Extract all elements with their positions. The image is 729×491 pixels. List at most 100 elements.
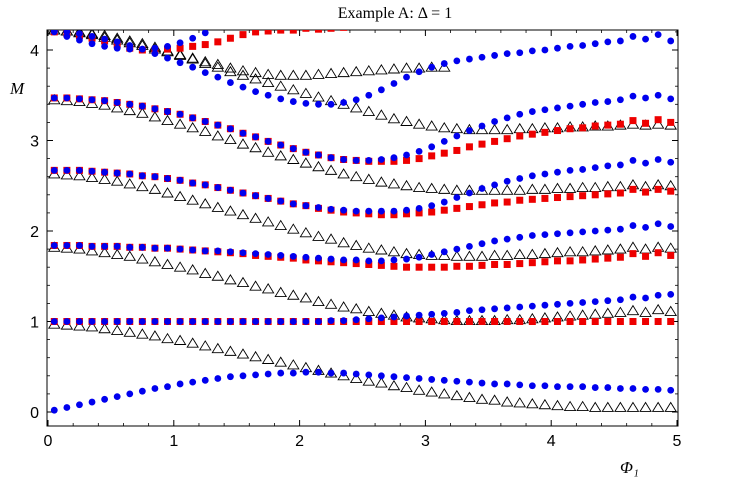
- square-marker: [390, 318, 398, 325]
- circle-marker: [302, 368, 310, 376]
- circle-marker: [654, 220, 662, 228]
- circle-marker: [189, 246, 197, 254]
- triangle-marker: [337, 66, 350, 78]
- circle-marker: [315, 368, 322, 376]
- circle-marker: [289, 98, 297, 105]
- square-marker: [377, 318, 385, 325]
- square-marker: [214, 38, 222, 46]
- triangle-marker: [123, 250, 137, 261]
- triangle-marker: [73, 320, 86, 331]
- circle-marker: [365, 257, 373, 265]
- triangle-marker: [563, 400, 577, 412]
- square-marker: [667, 118, 675, 126]
- circle-marker: [352, 256, 360, 264]
- circle-marker: [63, 242, 71, 249]
- circle-marker: [365, 207, 373, 215]
- square-marker: [654, 116, 662, 124]
- circle-marker: [201, 376, 209, 384]
- square-marker: [491, 137, 499, 145]
- circle-marker: [252, 371, 259, 379]
- triangle-marker: [588, 245, 602, 256]
- triangle-marker: [450, 250, 464, 261]
- triangle-marker: [287, 289, 300, 300]
- triangle-marker: [576, 245, 589, 257]
- circle-marker: [340, 99, 348, 106]
- square-marker: [403, 318, 411, 325]
- circle-marker: [491, 181, 498, 189]
- triangle-marker: [324, 233, 338, 244]
- circle-marker: [327, 154, 335, 162]
- square-marker: [642, 119, 650, 127]
- square-marker: [377, 211, 385, 219]
- circle-marker: [667, 223, 675, 230]
- circle-marker: [642, 159, 649, 167]
- circle-marker: [541, 106, 549, 114]
- y-tick-label: 0: [30, 405, 39, 422]
- circle-marker: [390, 154, 398, 162]
- circle-series-curve-2: [50, 290, 675, 325]
- circle-marker: [227, 186, 234, 194]
- square-marker: [277, 30, 285, 34]
- square-marker: [541, 258, 549, 266]
- square-marker: [478, 318, 486, 325]
- triangle-marker: [261, 353, 275, 364]
- triangle-marker: [526, 397, 539, 409]
- circle-marker: [516, 49, 524, 57]
- triangle-marker: [488, 249, 501, 260]
- circle-marker: [591, 298, 599, 305]
- circle-marker: [151, 50, 159, 58]
- circle-marker: [528, 232, 536, 239]
- circle-marker: [428, 63, 436, 71]
- triangle-marker: [614, 401, 627, 412]
- triangle-marker: [349, 102, 363, 113]
- circle-marker: [76, 242, 83, 249]
- circle-marker: [453, 309, 461, 316]
- circle-marker: [566, 102, 574, 110]
- circle-marker: [101, 97, 109, 105]
- circle-marker: [390, 256, 398, 264]
- circle-marker: [428, 251, 436, 258]
- triangle-marker: [375, 64, 388, 75]
- plot-frame: [46, 29, 679, 427]
- square-marker: [516, 260, 524, 268]
- triangle-marker: [211, 201, 225, 212]
- triangle-marker: [475, 393, 489, 404]
- triangle-marker: [224, 205, 237, 216]
- triangle-marker: [186, 264, 199, 275]
- triangle-marker: [186, 194, 199, 205]
- triangle-marker: [173, 334, 187, 345]
- circle-marker: [377, 314, 385, 322]
- circle-marker: [516, 110, 524, 118]
- triangle-marker: [463, 250, 476, 261]
- triangle-marker: [588, 308, 602, 319]
- circle-marker: [277, 95, 285, 103]
- circle-marker: [579, 228, 587, 236]
- circle-marker: [453, 245, 461, 253]
- circle-marker: [453, 57, 461, 65]
- square-marker: [465, 262, 473, 270]
- triangle-marker: [425, 182, 438, 193]
- square-marker: [604, 190, 612, 198]
- circle-marker: [239, 372, 247, 380]
- circle-marker: [428, 202, 436, 210]
- square-marker: [176, 44, 184, 52]
- y-tick-label: 2: [30, 224, 39, 241]
- circle-marker: [403, 73, 410, 81]
- circle-marker: [566, 383, 574, 391]
- square-marker: [289, 30, 297, 34]
- circle-marker: [315, 254, 322, 262]
- square-marker: [579, 256, 587, 264]
- square-marker: [440, 206, 448, 214]
- triangle-marker: [375, 109, 388, 120]
- triangle-marker: [274, 286, 288, 297]
- triangle-marker: [299, 87, 313, 98]
- triangle-marker: [463, 391, 476, 402]
- axes: 0 1 2 3 4 5 0 1 2 3 4: [30, 29, 682, 450]
- circle-marker: [491, 380, 498, 388]
- triangle-marker: [375, 377, 388, 388]
- triangle-marker: [324, 67, 338, 78]
- circle-marker: [227, 373, 234, 381]
- circle-marker: [176, 59, 184, 67]
- triangle-marker: [249, 141, 262, 153]
